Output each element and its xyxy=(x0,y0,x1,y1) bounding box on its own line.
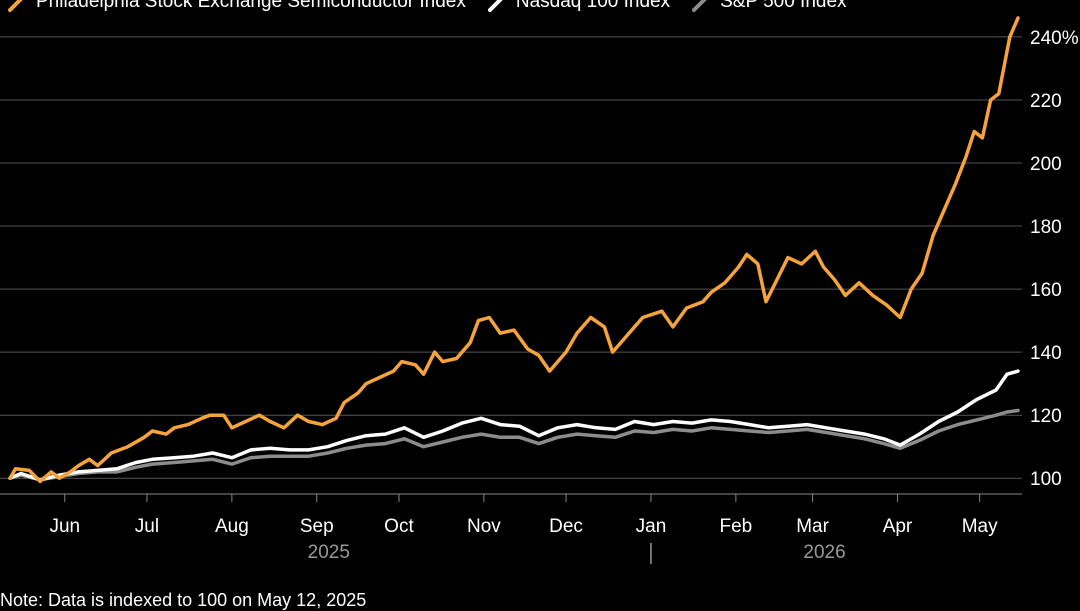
series-line xyxy=(8,369,1020,482)
y-tick-label: 120 xyxy=(1030,406,1062,427)
x-tick-label: Feb xyxy=(719,516,752,537)
y-tick-label: 180 xyxy=(1030,217,1062,238)
legend-label: Nasdaq 100 Index xyxy=(515,0,671,12)
year-label: 2026 xyxy=(803,542,845,563)
legend-swatch-icon xyxy=(8,0,23,12)
y-tick-label: 160 xyxy=(1030,280,1062,301)
x-tick-label: Mar xyxy=(796,516,829,537)
legend-swatch-icon xyxy=(487,0,503,12)
x-tick-label: Aug xyxy=(215,516,249,537)
y-tick-label: 240% xyxy=(1030,28,1079,49)
x-tick-label: May xyxy=(962,516,998,537)
x-tick-label: Oct xyxy=(384,516,414,537)
x-tick-label: Apr xyxy=(883,516,913,537)
x-tick-label: Jan xyxy=(636,516,667,537)
legend-label: S&P 500 Index xyxy=(720,0,847,12)
y-tick-label: 200 xyxy=(1030,154,1062,175)
series-line xyxy=(8,16,1020,484)
y-tick-label: 140 xyxy=(1030,343,1062,364)
x-tick-label: Jun xyxy=(49,516,80,537)
x-tick-label: Nov xyxy=(467,516,501,537)
legend-item: S&P 500 Index xyxy=(692,0,847,14)
series-line xyxy=(8,408,1020,482)
x-tick-label: Dec xyxy=(549,516,583,537)
x-tick-label: Jul xyxy=(135,516,159,537)
y-tick-label: 220 xyxy=(1030,91,1062,112)
legend-swatch-icon xyxy=(692,0,707,12)
x-tick-label: Sep xyxy=(300,516,334,537)
y-tick-label: 100 xyxy=(1030,469,1062,490)
line-chart: 100 120 140 160 180 200 220 240% Jun Jul Aug Sep Oct… xyxy=(0,16,1079,564)
legend-label: Philadelphia Stock Exchange Semiconducto… xyxy=(36,0,466,12)
chart-note: Note: Data is indexed to 100 on May 12, … xyxy=(0,590,367,610)
legend-item: Philadelphia Stock Exchange Semiconducto… xyxy=(8,0,466,14)
year-label: 2025 xyxy=(308,542,350,563)
legend: Philadelphia Stock Exchange Semiconducto… xyxy=(8,0,847,14)
legend-item: Nasdaq 100 Index xyxy=(487,0,671,14)
